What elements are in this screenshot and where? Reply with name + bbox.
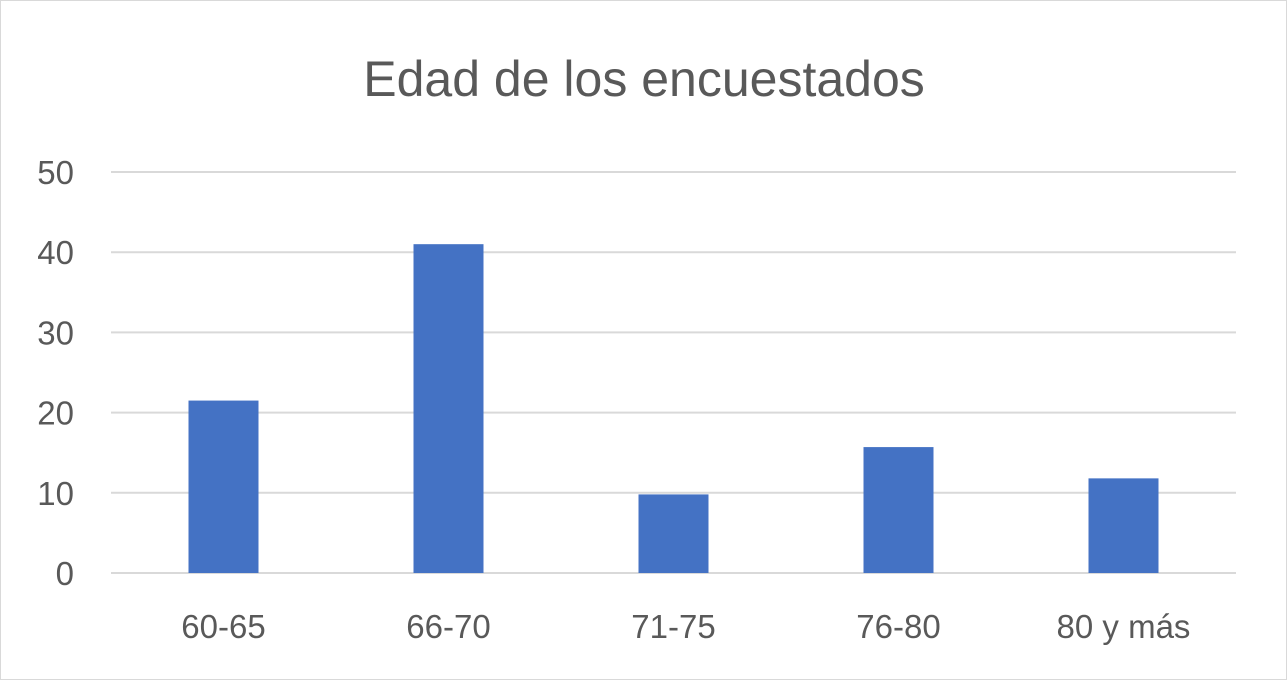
y-tick-label: 10: [37, 475, 74, 512]
x-tick-label: 60-65: [181, 608, 265, 645]
bar-5: [1088, 478, 1159, 573]
x-tick-label: 71-75: [631, 608, 715, 645]
bar-4: [863, 447, 934, 573]
x-tick-label: 66-70: [406, 608, 490, 645]
y-tick-label: 50: [37, 154, 74, 191]
x-tick-label: 80 y más: [1057, 608, 1191, 645]
y-tick-label: 20: [37, 395, 74, 432]
y-tick-label: 30: [37, 314, 74, 351]
chart-title: Edad de los encuestados: [363, 51, 925, 107]
bar-3: [638, 494, 709, 573]
bar-2: [413, 244, 484, 573]
bar-1: [188, 400, 259, 573]
y-tick-label: 0: [56, 555, 74, 592]
y-tick-label: 40: [37, 234, 74, 271]
x-tick-label: 76-80: [856, 608, 940, 645]
